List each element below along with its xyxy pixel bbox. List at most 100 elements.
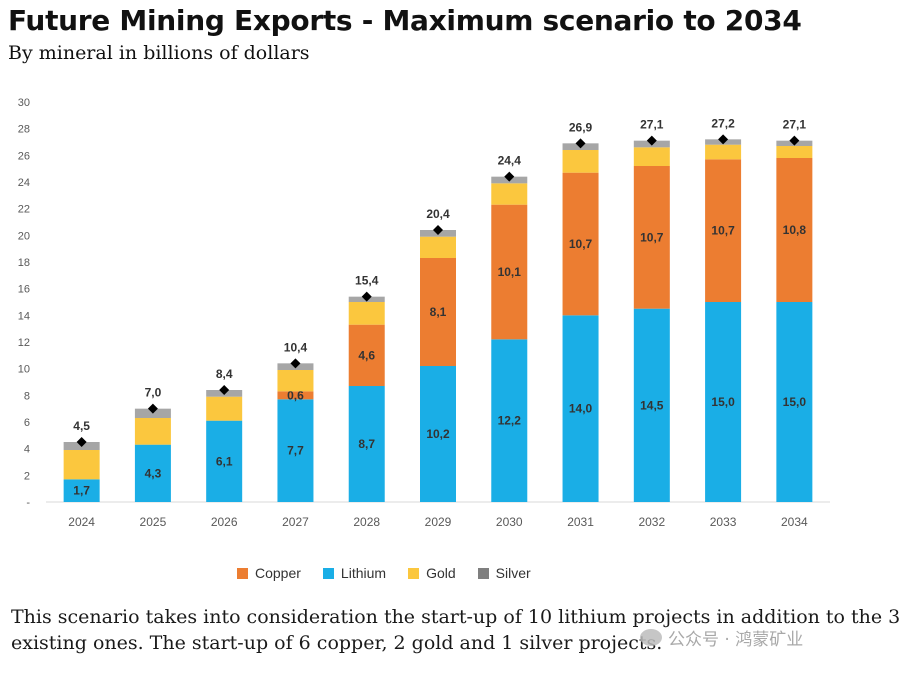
y-tick-label: 4 [24,444,30,456]
bar-segment-copper [491,204,528,340]
bar-segment-gold [562,150,599,173]
data-label-lithium: 12,2 [498,414,522,428]
x-tick-label: 2031 [567,515,594,529]
x-tick-label: 2034 [781,515,808,529]
watermark: 公众号 · 鸿蒙矿业 [640,625,803,650]
y-tick-label: 8 [24,390,30,402]
x-tick-label: 2025 [140,515,167,529]
data-label-lithium: 10,2 [426,427,450,441]
data-label-lithium: 7,7 [287,444,304,458]
legend-label-gold: Gold [426,565,456,581]
data-label-copper: 10,7 [569,237,593,251]
x-tick-label: 2026 [211,515,238,529]
total-marker [290,358,301,369]
bar-segment-lithium [562,315,599,502]
total-marker [147,403,158,414]
bar-segment-lithium [705,302,742,502]
bar-segment-copper [420,258,456,366]
bar-segment-lithium [420,366,456,502]
bar-segment-gold [63,450,100,480]
x-tick-label: 2033 [710,515,737,529]
data-label-copper: 4,6 [358,348,375,362]
watermark-text: 公众号 · 鸿蒙矿业 [668,630,804,650]
data-label-lithium: 14,0 [569,402,593,416]
x-tick-label: 2029 [425,515,452,529]
bar-segment-copper [562,172,599,316]
bar-segment-gold [491,183,528,205]
total-label: 24,4 [498,154,522,168]
x-tick-label: 2027 [282,515,309,529]
bar-segment-copper [348,324,385,386]
y-tick-label: 26 [18,150,30,162]
legend-swatch-silver [477,567,489,579]
bar-segment-copper [633,166,670,309]
bar-segment-lithium [776,302,813,502]
data-label-copper: 10,7 [711,224,735,238]
total-label: 27,1 [640,118,664,132]
legend-item-copper: Copper [237,565,301,581]
bar-segment-lithium [491,339,528,502]
data-label-lithium: 14,5 [640,398,664,412]
total-label: 8,4 [216,367,233,381]
total-marker [361,291,372,302]
total-label: 7,0 [145,386,162,400]
total-marker [789,135,800,146]
bar-segment-lithium [134,444,171,502]
data-label-copper: 0,6 [287,388,304,402]
total-label: 20,4 [426,207,450,221]
total-marker [718,134,729,145]
chart-subtitle: By mineral in billions of dollars [8,42,310,64]
y-tick-label: 22 [18,204,30,216]
legend-item-lithium: Lithium [322,565,387,581]
legend-label-copper: Copper [255,565,301,581]
y-tick-label: 12 [18,337,30,349]
x-tick-label: 2032 [638,515,665,529]
bar-segment-copper [776,158,813,302]
x-tick-label: 2028 [353,515,380,529]
data-label-copper: 10,8 [783,223,807,237]
bar-segment-gold [348,302,385,325]
data-label-lithium: 4,3 [145,466,162,480]
bar-segment-lithium [277,399,314,502]
legend-label-silver: Silver [495,565,531,581]
bar-segment-copper [705,159,742,302]
total-label: 27,1 [783,118,807,132]
bar-segment-lithium [206,420,243,502]
legend-swatch-gold [408,567,420,579]
data-label-lithium: 8,7 [358,437,375,451]
data-label-lithium: 1,7 [73,484,90,498]
legend-label-lithium: Lithium [340,565,387,581]
bar-segment-gold [277,370,314,392]
total-label: 15,4 [355,274,379,288]
legend-swatch-lithium [322,567,334,579]
chart-title: Future Mining Exports - Maximum scenario… [8,4,802,37]
total-marker [76,437,87,447]
chart-legend: Copper Lithium Gold Silver [237,565,531,581]
y-tick-label: 2 [24,470,30,482]
footnote-text: This scenario takes into consideration t… [11,606,901,654]
bar-segment-gold [134,418,171,445]
total-label: 4,5 [73,419,90,433]
x-tick-label: 2030 [496,515,523,529]
bar-segment-lithium [63,479,100,502]
bar-segment-gold [420,236,456,258]
total-marker [433,225,443,235]
bar-segment-gold [633,147,670,166]
bar-segment-copper [277,391,314,400]
y-tick-label: 18 [18,257,30,269]
y-tick-label: 14 [18,310,30,322]
bar-segment-lithium [348,386,385,502]
y-tick-label: 6 [24,417,30,429]
x-tick-label: 2024 [68,515,95,529]
y-tick-label: 20 [18,230,30,242]
y-tick-label: 30 [18,97,30,109]
total-marker [504,171,515,182]
data-label-copper: 10,7 [640,230,664,244]
legend-swatch-copper [237,567,248,579]
y-tick-label: - [26,497,30,509]
total-marker [646,135,657,146]
wechat-icon [640,629,662,646]
legend-item-gold: Gold [408,565,456,581]
y-tick-label: 10 [18,364,30,376]
total-marker [575,138,586,149]
